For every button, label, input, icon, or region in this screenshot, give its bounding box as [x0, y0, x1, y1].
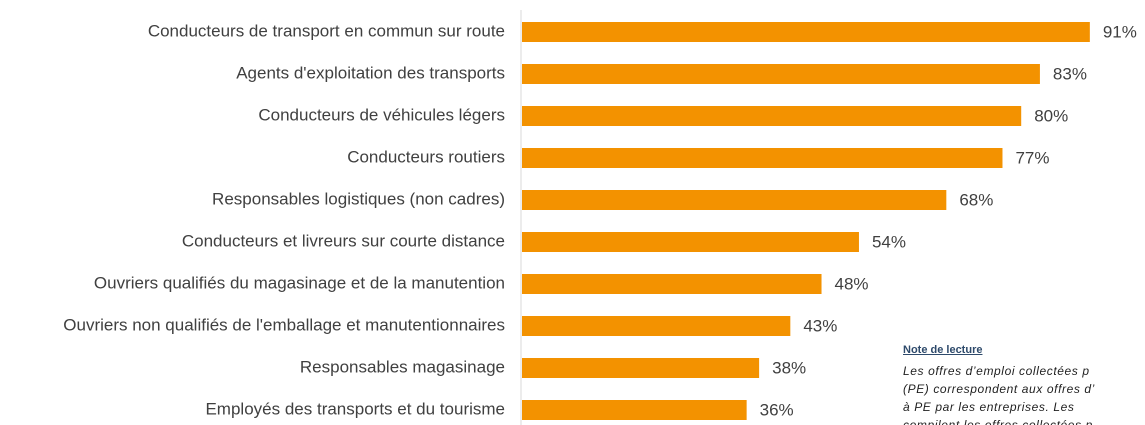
note-line: Les offres d’emploi collectées p — [903, 364, 1090, 378]
bar — [522, 64, 1040, 84]
value-label: 83% — [1053, 64, 1087, 83]
bar — [522, 316, 791, 336]
value-label: 43% — [803, 316, 837, 335]
category-label: Responsables magasinage — [300, 357, 505, 376]
value-label: 54% — [872, 232, 906, 251]
bar — [522, 148, 1003, 168]
bar — [522, 400, 747, 420]
category-label: Conducteurs routiers — [347, 147, 505, 166]
value-label: 36% — [760, 400, 794, 419]
category-label: Ouvriers non qualifiés de l'emballage et… — [63, 315, 505, 334]
note-title: Note de lecture — [903, 344, 983, 356]
note-line: (PE) correspondent aux offres d’ — [903, 382, 1095, 396]
value-label: 48% — [835, 274, 869, 293]
bar — [522, 106, 1022, 126]
category-label: Conducteurs de véhicules légers — [258, 105, 505, 124]
bar — [522, 358, 760, 378]
note-line: à PE par les entreprises. Les — [903, 400, 1075, 414]
category-label: Employés des transports et du tourisme — [205, 399, 505, 418]
value-label: 80% — [1034, 106, 1068, 125]
value-label: 77% — [1015, 148, 1049, 167]
category-label: Ouvriers qualifiés du magasinage et de l… — [94, 273, 505, 292]
note-line: compilent les offres collectées p — [903, 418, 1093, 425]
bar — [522, 232, 859, 252]
category-label: Conducteurs de transport en commun sur r… — [148, 21, 505, 40]
category-label: Conducteurs et livreurs sur courte dista… — [182, 231, 505, 250]
value-label: 91% — [1103, 22, 1137, 41]
bar — [522, 274, 822, 294]
bar — [522, 22, 1090, 42]
category-label: Agents d'exploitation des transports — [236, 63, 505, 82]
note-box: Note de lecture Les offres d’emploi coll… — [903, 344, 1145, 425]
value-label: 38% — [772, 358, 806, 377]
category-label: Responsables logistiques (non cadres) — [212, 189, 505, 208]
value-label: 68% — [959, 190, 993, 209]
bar — [522, 190, 947, 210]
